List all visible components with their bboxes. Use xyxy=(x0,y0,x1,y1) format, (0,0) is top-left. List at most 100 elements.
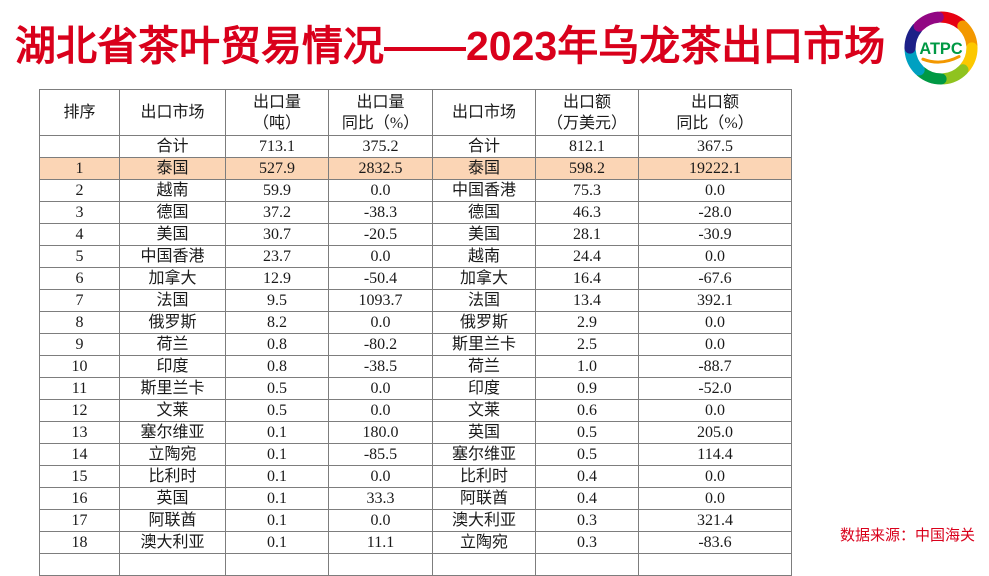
cell: 0.1 xyxy=(225,443,329,466)
table-row: 2 越南 59.9 0.0 中国香港 75.3 0.0 xyxy=(39,179,792,202)
cell xyxy=(535,553,639,576)
cell xyxy=(39,135,120,158)
data-source-note: 数据来源：中国海关 xyxy=(839,527,975,544)
cell: 中国香港 xyxy=(119,245,226,268)
cell: -80.2 xyxy=(328,333,433,356)
logo-swoosh-icon xyxy=(921,55,961,64)
cell: 205.0 xyxy=(638,421,792,444)
swirl-arc-icon xyxy=(935,11,967,30)
cell xyxy=(432,553,536,576)
cell: -20.5 xyxy=(328,223,433,246)
swirl-arc-icon xyxy=(959,42,978,74)
trade-table: 排序 出口市场 出口量 （吨） 出口量 同比（%） 出口市场 出口额 （万美元）… xyxy=(39,89,792,576)
cell: 比利时 xyxy=(119,465,226,488)
cell: -85.5 xyxy=(328,443,433,466)
cell: 16.4 xyxy=(535,267,639,290)
cell: 比利时 xyxy=(432,465,536,488)
logo-text: ATPC xyxy=(919,40,962,58)
table-header: 排序 出口市场 出口量 （吨） 出口量 同比（%） 出口市场 出口额 （万美元）… xyxy=(39,89,792,136)
cell: 立陶宛 xyxy=(432,531,536,554)
cell: 印度 xyxy=(119,355,226,378)
cell: 美国 xyxy=(432,223,536,246)
table-row: 3 德国 37.2 -38.3 德国 46.3 -28.0 xyxy=(39,201,792,224)
table-row: 6 加拿大 12.9 -50.4 加拿大 16.4 -67.6 xyxy=(39,267,792,290)
cell: 0.0 xyxy=(328,377,433,400)
cell: 塞尔维亚 xyxy=(432,443,536,466)
table-row: 合计 713.1 375.2 合计 812.1 367.5 xyxy=(39,135,792,158)
col-header-export-market-volume: 出口市场 xyxy=(119,89,226,136)
cell: -83.6 xyxy=(638,531,792,554)
cell: 英国 xyxy=(432,421,536,444)
table-row: 9 荷兰 0.8 -80.2 斯里兰卡 2.5 0.0 xyxy=(39,333,792,356)
cell: 1093.7 xyxy=(328,289,433,312)
cell: 14 xyxy=(39,443,120,466)
table-row: 18 澳大利亚 0.1 11.1 立陶宛 0.3 -83.6 xyxy=(39,531,792,554)
cell: 斯里兰卡 xyxy=(119,377,226,400)
cell: 12.9 xyxy=(225,267,329,290)
cell: 0.1 xyxy=(225,421,329,444)
cell xyxy=(638,553,792,576)
swirl-arc-icon xyxy=(913,11,944,32)
cell: 俄罗斯 xyxy=(432,311,536,334)
cell: 斯里兰卡 xyxy=(432,333,536,356)
cell: 5 xyxy=(39,245,120,268)
cell: 13 xyxy=(39,421,120,444)
cell: 33.3 xyxy=(328,487,433,510)
cell: 3 xyxy=(39,201,120,224)
cell: 2832.5 xyxy=(328,157,433,180)
cell: 8.2 xyxy=(225,311,329,334)
cell: 11 xyxy=(39,377,120,400)
cell: 10 xyxy=(39,355,120,378)
cell: 812.1 xyxy=(535,135,639,158)
cell xyxy=(225,553,329,576)
table-row: 13 塞尔维亚 0.1 180.0 英国 0.5 205.0 xyxy=(39,421,792,444)
table-row: 14 立陶宛 0.1 -85.5 塞尔维亚 0.5 114.4 xyxy=(39,443,792,466)
cell: 合计 xyxy=(119,135,226,158)
cell: 30.7 xyxy=(225,223,329,246)
cell: -38.5 xyxy=(328,355,433,378)
cell: 24.4 xyxy=(535,245,639,268)
cell: 0.0 xyxy=(328,179,433,202)
cell: 0.1 xyxy=(225,465,329,488)
cell: 澳大利亚 xyxy=(119,531,226,554)
cell: 0.0 xyxy=(638,487,792,510)
atpc-swirl-icon: ATPC xyxy=(904,11,978,85)
cell: 0.0 xyxy=(638,465,792,488)
cell: 印度 xyxy=(432,377,536,400)
swirl-arc-icon xyxy=(904,22,923,54)
cell: 13.4 xyxy=(535,289,639,312)
table-row: 11 斯里兰卡 0.5 0.0 印度 0.9 -52.0 xyxy=(39,377,792,400)
atpc-logo: ATPC xyxy=(898,5,984,91)
cell: 18 xyxy=(39,531,120,554)
cell xyxy=(328,553,433,576)
cell: 392.1 xyxy=(638,289,792,312)
cell: 越南 xyxy=(432,245,536,268)
cell: 合计 xyxy=(432,135,536,158)
cell: 0.3 xyxy=(535,531,639,554)
cell: 0.5 xyxy=(225,399,329,422)
cell: 0.0 xyxy=(328,465,433,488)
table-row: 4 美国 30.7 -20.5 美国 28.1 -30.9 xyxy=(39,223,792,246)
cell: 527.9 xyxy=(225,157,329,180)
cell: -88.7 xyxy=(638,355,792,378)
cell: 180.0 xyxy=(328,421,433,444)
cell: 23.7 xyxy=(225,245,329,268)
cell: 俄罗斯 xyxy=(119,311,226,334)
table-row-highlight: 1 泰国 527.9 2832.5 泰国 598.2 19222.1 xyxy=(39,157,792,180)
table-row: 12 文莱 0.5 0.0 文莱 0.6 0.0 xyxy=(39,399,792,422)
cell: 0.5 xyxy=(225,377,329,400)
cell: 加拿大 xyxy=(432,267,536,290)
table-row: 7 法国 9.5 1093.7 法国 13.4 392.1 xyxy=(39,289,792,312)
table-row xyxy=(39,553,792,576)
cell: 1 xyxy=(39,157,120,180)
cell: 7 xyxy=(39,289,120,312)
cell: 立陶宛 xyxy=(119,443,226,466)
cell: -28.0 xyxy=(638,201,792,224)
col-header-export-volume-tons: 出口量 （吨） xyxy=(225,89,329,136)
table-row: 5 中国香港 23.7 0.0 越南 24.4 0.0 xyxy=(39,245,792,268)
cell: 阿联酋 xyxy=(119,509,226,532)
cell: -50.4 xyxy=(328,267,433,290)
cell: -52.0 xyxy=(638,377,792,400)
cell: 文莱 xyxy=(432,399,536,422)
cell: 德国 xyxy=(119,201,226,224)
